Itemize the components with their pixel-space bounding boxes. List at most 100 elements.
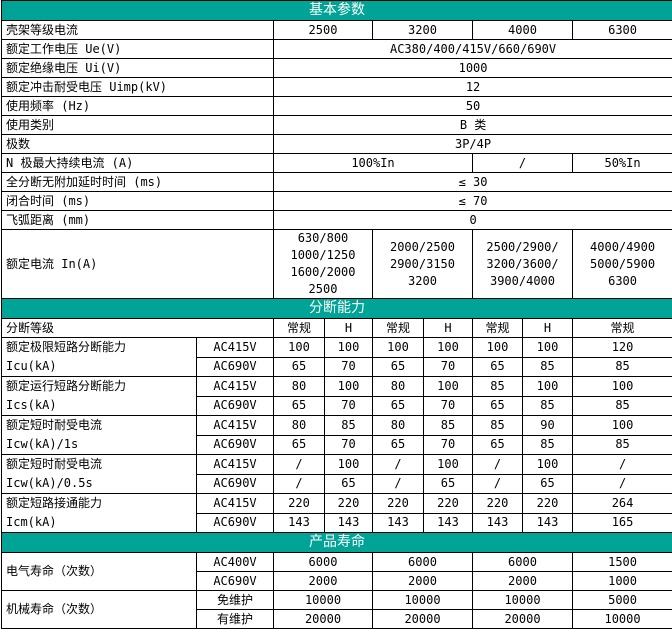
row-label: 额定绝缘电压 Ui(V) xyxy=(2,59,274,78)
section-title: 产品寿命 xyxy=(2,533,672,553)
section-title: 基本参数 xyxy=(2,1,672,21)
value-cell: / xyxy=(473,474,523,494)
value-cell: 85 xyxy=(523,435,573,455)
value-cell: 220 xyxy=(523,494,573,514)
row-label: 极数 xyxy=(2,135,274,154)
voltage-cell: AC415V xyxy=(197,416,274,436)
grade-cell: 常规 xyxy=(373,319,424,338)
row-label: 机械寿命（次数） xyxy=(2,591,197,629)
value-cell: 100 xyxy=(424,338,473,358)
value-cell: 20000 xyxy=(373,610,473,629)
section-header-breaking: 分断能力 xyxy=(2,299,672,319)
value-cell: 220 xyxy=(473,494,523,514)
row-label: N 极最大持续电流 (A) xyxy=(2,154,274,173)
row-label: 使用频率 (Hz) xyxy=(2,97,274,116)
value-cell: 10000 xyxy=(373,591,473,610)
value-cell: 2500/2900/ 3200/3600/ 3900/4000 xyxy=(473,230,573,299)
value-cell: 2000 xyxy=(473,572,573,591)
value-cell: 65 xyxy=(473,357,523,377)
value-cell: 85 xyxy=(573,357,672,377)
grade-cell: H xyxy=(523,319,573,338)
value-cell: 85 xyxy=(473,377,523,397)
voltage-cell: AC690V xyxy=(197,435,274,455)
value-cell: 165 xyxy=(573,513,672,533)
voltage-cell: AC415V xyxy=(197,494,274,514)
row-label: 使用类别 xyxy=(2,116,274,135)
value-cell: 10000 xyxy=(573,610,672,629)
value-cell: 70 xyxy=(424,357,473,377)
value-cell: ≤ 70 xyxy=(274,192,672,211)
section-title: 分断能力 xyxy=(2,299,672,319)
value-cell: 220 xyxy=(373,494,424,514)
row-label: 闭合时间 (ms) xyxy=(2,192,274,211)
value-cell: 65 xyxy=(274,396,325,416)
value-cell: 85 xyxy=(523,357,573,377)
value-cell: 2500 xyxy=(274,21,373,40)
grade-cell: 常规 xyxy=(274,319,325,338)
value-cell: 65 xyxy=(473,435,523,455)
value-cell: 80 xyxy=(373,416,424,436)
value-cell: 143 xyxy=(424,513,473,533)
value-cell: 100 xyxy=(274,338,325,358)
value-cell: 20000 xyxy=(473,610,573,629)
frequency-row: 使用频率 (Hz)50 xyxy=(2,97,672,116)
value-cell: 100 xyxy=(325,377,373,397)
value-cell: 85 xyxy=(424,416,473,436)
voltage-cell: AC690V xyxy=(197,474,274,494)
value-cell: 220 xyxy=(424,494,473,514)
voltage-cell: AC415V xyxy=(197,338,274,358)
value-cell: 65 xyxy=(373,396,424,416)
voltage-cell: AC690V xyxy=(197,513,274,533)
value-cell: 100 xyxy=(523,377,573,397)
grade-cell: 常规 xyxy=(573,319,672,338)
value-cell: 50 xyxy=(274,97,672,116)
value-cell: 90 xyxy=(523,416,573,436)
value-cell: 120 xyxy=(573,338,672,358)
rated-current-row: 额定电流 In(A)630/800 1000/1250 1600/2000 25… xyxy=(2,230,672,299)
value-cell: 2000 xyxy=(373,572,473,591)
value-cell: 65 xyxy=(274,435,325,455)
value-cell: 3200 xyxy=(373,21,473,40)
value-cell: 1000 xyxy=(573,572,672,591)
value-cell: 1500 xyxy=(573,553,672,572)
value-cell: 4000/4900 5000/5900 6300 xyxy=(573,230,672,299)
value-cell: AC380/400/415V/660/690V xyxy=(274,40,672,59)
value-cell: 143 xyxy=(473,513,523,533)
n-pole-current-row: N 极最大持续电流 (A)100%In/50%In xyxy=(2,154,672,173)
value-cell: 0 xyxy=(274,211,672,230)
value-cell: 100 xyxy=(424,455,473,475)
rated-voltage-row: 额定工作电压 Ue(V)AC380/400/415V/660/690V xyxy=(2,40,672,59)
voltage-cell: AC690V xyxy=(197,396,274,416)
row-label: 额定短路接通能力 Icm(kA) xyxy=(2,494,197,533)
value-cell: 143 xyxy=(523,513,573,533)
value-cell: 70 xyxy=(325,357,373,377)
value-cell: 143 xyxy=(325,513,373,533)
row-label: 额定电流 In(A) xyxy=(2,230,274,299)
row-label: 分断等级 xyxy=(2,319,274,338)
value-cell: 6300 xyxy=(573,21,672,40)
row-label: 全分断无附加延时时间 (ms) xyxy=(2,173,274,192)
row-label: 额定短时耐受电流 Icw(kA)/0.5s xyxy=(2,455,197,494)
value-cell: 220 xyxy=(274,494,325,514)
value-cell: 65 xyxy=(373,357,424,377)
value-cell: 100 xyxy=(573,377,672,397)
value-cell: 65 xyxy=(373,435,424,455)
value-cell: 20000 xyxy=(274,610,373,629)
value-cell: 10000 xyxy=(274,591,373,610)
value-cell: 80 xyxy=(274,416,325,436)
value-cell: 100 xyxy=(424,377,473,397)
section-header-basic: 基本参数 xyxy=(2,1,672,21)
value-cell: ≤ 30 xyxy=(274,173,672,192)
grade-cell: H xyxy=(325,319,373,338)
value-cell: / xyxy=(473,455,523,475)
